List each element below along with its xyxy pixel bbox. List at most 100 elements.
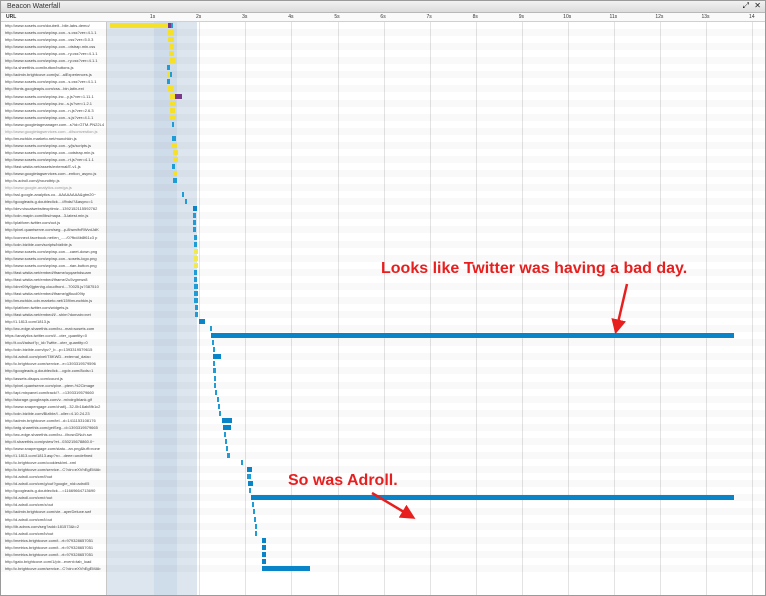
request-row[interactable]: http://www.sosets.com/wp/wp-con...ry.css… xyxy=(1,57,765,64)
request-url: http://c.brightcove.com/service...e=1393… xyxy=(5,361,96,367)
request-row[interactable]: http://1.1813.com/1813.asp?n=...deee=und… xyxy=(1,452,765,459)
request-url: http://cdn.bizible.com/Bizible/l...oller… xyxy=(5,410,90,416)
request-row[interactable]: http://cdn.bizible.com/scripts/bizible.j… xyxy=(1,241,765,248)
request-row[interactable]: http://www.snapengage.com/statu...an.png… xyxy=(1,445,765,452)
request-row[interactable]: http://c.brightcove.com/service...C?cin=… xyxy=(1,466,765,473)
request-row[interactable]: http://www.sosets.com/wp/wp-con...ry.css… xyxy=(1,50,765,57)
request-row[interactable]: http://www.sosets.com/wp/wp-con...otstra… xyxy=(1,43,765,50)
request-row[interactable]: http://dnrr09ty0jgtenhg.cloudfront....70… xyxy=(1,283,765,290)
request-row[interactable]: http://pixel.quantserve.com/seg...p-8hwn… xyxy=(1,226,765,233)
request-row[interactable]: http://wtg.sharethis.com/getSeg...d=1393… xyxy=(1,424,765,431)
request-row[interactable]: http://cdn.mapin.com/libs/mapa...3-lates… xyxy=(1,212,765,219)
request-row[interactable]: http://munchkin-cdn.marketo.net/159/munc… xyxy=(1,297,765,304)
request-row[interactable]: http://metrics.brightcove.com/t...rt=979… xyxy=(1,551,765,558)
request-url: http://d.adroll.com/pixel/T8KWD...extern… xyxy=(5,354,92,360)
request-row[interactable]: http://d.adroll.com/cm/r/out xyxy=(1,494,765,501)
request-row[interactable]: http://fast.wistia.net/embed/iframe/uyqa… xyxy=(1,269,765,276)
timing-bar-receive xyxy=(213,354,222,360)
request-row[interactable]: http://c.brightcove.com/service...e=1393… xyxy=(1,360,765,367)
request-row[interactable]: http://wc-edge.sharethis.com/bu...i/hcsn… xyxy=(1,431,765,438)
request-row[interactable]: http://www.sosets.com/doubeit...bile-lab… xyxy=(1,22,765,29)
request-row[interactable]: http://d.adroll.com/pixel/T8KWD...extern… xyxy=(1,353,765,360)
request-row[interactable]: http://www.sosets.com/wp/wp-inc...s.js?v… xyxy=(1,100,765,107)
request-row[interactable]: http://www.sosets.com/wp/wp-con...n.js?v… xyxy=(1,107,765,114)
close-icon[interactable]: ✕ xyxy=(754,1,761,10)
request-row[interactable]: http://platform.twitter.com/widgets.js xyxy=(1,304,765,311)
request-row[interactable]: http://l.sharethis.com/pview?et...030215… xyxy=(1,438,765,445)
request-row[interactable]: http://d.adroll.com/cm/g/out?google_nid=… xyxy=(1,480,765,487)
request-row[interactable]: http://cdn.bizible.com/ipv?_b...p=139331… xyxy=(1,346,765,353)
request-row[interactable]: http://metrics.brightcove.com/t...rt=979… xyxy=(1,544,765,551)
request-url: http://cdn.bizible.com/scripts/bizible.j… xyxy=(5,241,72,247)
request-row[interactable]: https://analytics.twitter.com/i/...oter_… xyxy=(1,332,765,339)
request-row[interactable]: http://googleads.g.doubleclick....cgdx.c… xyxy=(1,367,765,374)
request-row[interactable]: http://www.sosets.com/wp/wp-con...-rian-… xyxy=(1,262,765,269)
gridline xyxy=(199,22,201,595)
request-row[interactable]: http://fast.wistia.net/embed/iframe/2u5v… xyxy=(1,276,765,283)
request-row[interactable]: http://c.brightcove.com/service...C?cin=… xyxy=(1,565,765,572)
gridline xyxy=(521,22,523,595)
timing-bar-receive xyxy=(261,551,266,557)
request-row[interactable]: http://www.sosets.com/wp/wp-con...s.css?… xyxy=(1,29,765,36)
request-url: http://d.adroll.com/cm/x/out xyxy=(5,502,54,508)
request-row[interactable]: http://fast.wistia.net/assets/external/E… xyxy=(1,163,765,170)
request-row[interactable]: http://fast.wistia.net/embed/l/...shim?d… xyxy=(1,311,765,318)
request-row[interactable]: http://wc-edge.sharethis.com/bu...mat=so… xyxy=(1,325,765,332)
request-row[interactable]: http://cdn.bizible.com/Bizible/l...oller… xyxy=(1,410,765,417)
request-row[interactable]: http://www.googletagservices.com...entio… xyxy=(1,170,765,177)
gridline xyxy=(614,22,616,595)
request-row[interactable]: http://www.snapengage.com/chat/j...32-0b… xyxy=(1,403,765,410)
request-row[interactable]: http://googleads.g.doubleclick....//fbds… xyxy=(1,198,765,205)
request-row[interactable]: http://www.google-analytics.com/ga.js xyxy=(1,184,765,191)
request-row[interactable]: http://www.sosets.com/wp/wp-con...s.js?v… xyxy=(1,114,765,121)
request-row[interactable]: http://gato.brightcove.com/1/pix...event… xyxy=(1,558,765,565)
request-row[interactable]: http://c.brightcove.com/cookiesk/ml-.xml xyxy=(1,459,765,466)
request-row[interactable]: http://admin.brightcove.com/vie...ayerDe… xyxy=(1,508,765,515)
request-row[interactable]: http://munchkin.marketo.net/munchkin.js xyxy=(1,135,765,142)
request-row[interactable]: http://metrics.brightcove.com/t...rt=979… xyxy=(1,537,765,544)
request-row[interactable]: http://dev.visualwebsiteoptimiz...139215… xyxy=(1,205,765,212)
request-row[interactable]: http://www.googletagservices.com...d/tso… xyxy=(1,128,765,135)
request-url: http://c.brightcove.com/service...C?cin=… xyxy=(5,565,101,571)
timing-bar-blocked xyxy=(169,58,175,64)
request-row[interactable]: http://d.adroll.com/cm/x/out xyxy=(1,501,765,508)
request-row[interactable]: http://connect.facebook.net/en_...../0?f… xyxy=(1,234,765,241)
request-row[interactable]: http://www.sosets.com/wp/wp-con...y/js/s… xyxy=(1,142,765,149)
request-row[interactable]: http://googleads.g.doubleclick....=11669… xyxy=(1,487,765,494)
timing-bar-dns xyxy=(167,23,171,28)
request-row[interactable]: http://platform.twitter.com/oct.js xyxy=(1,219,765,226)
request-row[interactable]: http://fast.wistia.net/embed/iframe/gjfk… xyxy=(1,290,765,297)
request-row[interactable]: http://1.1813.com/1813.js xyxy=(1,318,765,325)
request-row[interactable]: http://www.sosets.com/wp/wp-con...sosets… xyxy=(1,255,765,262)
request-row[interactable]: http://api.mixpanel.com/track/?...=13933… xyxy=(1,389,765,396)
request-row[interactable]: http://www.sosets.com/wp/wp-con...css?ve… xyxy=(1,36,765,43)
request-row[interactable]: http://ib.adnxs.com/seg?add=181573&t=2 xyxy=(1,523,765,530)
request-row[interactable]: http://d.adroll.com/cm/b/out xyxy=(1,530,765,537)
request-row[interactable]: http://assets.disqus.com/count.js xyxy=(1,375,765,382)
request-row[interactable]: http://d.adroll.com/cm/l/out xyxy=(1,516,765,523)
request-url: http://www.sosets.com/wp/wp-inc...s.js?v… xyxy=(5,100,93,106)
request-row[interactable]: http://www.sosets.com/wp/wp-inc...y.js?v… xyxy=(1,93,765,100)
request-row[interactable]: http://pixel.quantserve.com/pixe...ptem-… xyxy=(1,382,765,389)
request-row[interactable]: http://a.sheetthis.com/button/buttons.js xyxy=(1,64,765,71)
request-row[interactable]: http://t.co/i/adsct?p_id=Twitte...oter_q… xyxy=(1,339,765,346)
request-row[interactable]: http://www.sosets.com/wp/wp-con...s.css?… xyxy=(1,78,765,85)
request-url: http://platform.twitter.com/widgets.js xyxy=(5,305,69,310)
request-row[interactable]: http://s.adroll.com/j/roundtrip.js xyxy=(1,177,765,184)
request-url: http://fonts.googleapis.com/css...bin,la… xyxy=(5,86,84,92)
request-url: http://ib.adnxs.com/seg?add=181573&t=2 xyxy=(5,523,80,529)
maximize-icon[interactable]: ⤢ xyxy=(742,1,750,10)
timing-bar-connect xyxy=(184,199,188,205)
timing-bar-dns xyxy=(175,93,182,99)
gridline xyxy=(337,22,339,595)
request-row[interactable]: http://www.sosets.com/wp/wp-con...rt.js?… xyxy=(1,156,765,163)
request-row[interactable]: http://ssl.google-analytics.co...AAAAAAA… xyxy=(1,191,765,198)
request-row[interactable]: http://admin.brightcove.com/tel...d=1411… xyxy=(1,417,765,424)
request-row[interactable]: http://www.googletagmanager.com...s?id=G… xyxy=(1,121,765,128)
request-row[interactable]: http://www.sosets.com/wp/wp-con...-caret… xyxy=(1,248,765,255)
request-row[interactable]: http://storage.googleapis.com/v...m/vdrg… xyxy=(1,396,765,403)
request-row[interactable]: http://admin.brightcove.com/js/...alExpe… xyxy=(1,71,765,78)
request-row[interactable]: http://fonts.googleapis.com/css...bin,la… xyxy=(1,85,765,92)
request-row[interactable]: http://www.sosets.com/wp/wp-con...ootstr… xyxy=(1,149,765,156)
request-row[interactable]: http://d.adroll.com/cm/f/out xyxy=(1,473,765,480)
